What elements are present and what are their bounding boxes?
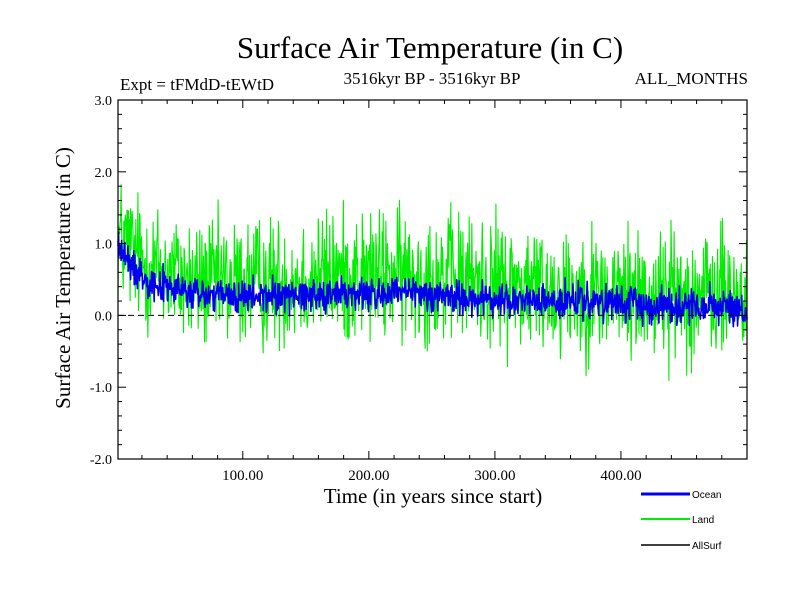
chart-title: Surface Air Temperature (in C) [237, 30, 623, 65]
series-line-land [117, 184, 748, 381]
legend-label-ocean: Ocean [692, 490, 721, 501]
x-tick-label: 300.00 [474, 468, 515, 484]
ticks-layer [118, 99, 747, 460]
plot-area [117, 99, 748, 460]
months-label: ALL_MONTHS [635, 69, 748, 88]
series-line-ocean [117, 231, 748, 328]
series-layer [117, 184, 748, 381]
x-tick-label: 200.00 [348, 468, 389, 484]
x-axis-label: Time (in years since start) [324, 484, 543, 508]
legend-label-allsurf: AllSurf [692, 541, 722, 552]
x-tick-labels: 100.00 200.00 300.00 400.00 [222, 468, 641, 484]
x-tick-label: 100.00 [222, 468, 263, 484]
legend-item-allsurf: AllSurf [641, 541, 722, 552]
y-tick-label: 2.0 [95, 166, 113, 181]
y-tick-label: 1.0 [95, 238, 113, 253]
legend-label-land: Land [692, 515, 714, 526]
legend-item-land: Land [641, 515, 714, 526]
y-tick-label: 0.0 [95, 309, 113, 324]
legend: Ocean Land AllSurf [641, 490, 722, 552]
period-label: 3516kyr BP - 3516kyr BP [344, 69, 521, 88]
experiment-label: Expt = tFMdD-tEWtD [120, 75, 274, 94]
y-tick-labels: -2.0 -1.0 0.0 1.0 2.0 3.0 [90, 94, 112, 468]
y-tick-label: -1.0 [90, 381, 112, 396]
y-tick-label: -2.0 [90, 453, 112, 468]
y-tick-label: 3.0 [95, 94, 113, 109]
y-axis-label: Surface Air Temperature (in C) [51, 147, 75, 409]
x-tick-label: 400.00 [600, 468, 641, 484]
plot-frame [117, 99, 748, 460]
legend-item-ocean: Ocean [641, 490, 721, 501]
